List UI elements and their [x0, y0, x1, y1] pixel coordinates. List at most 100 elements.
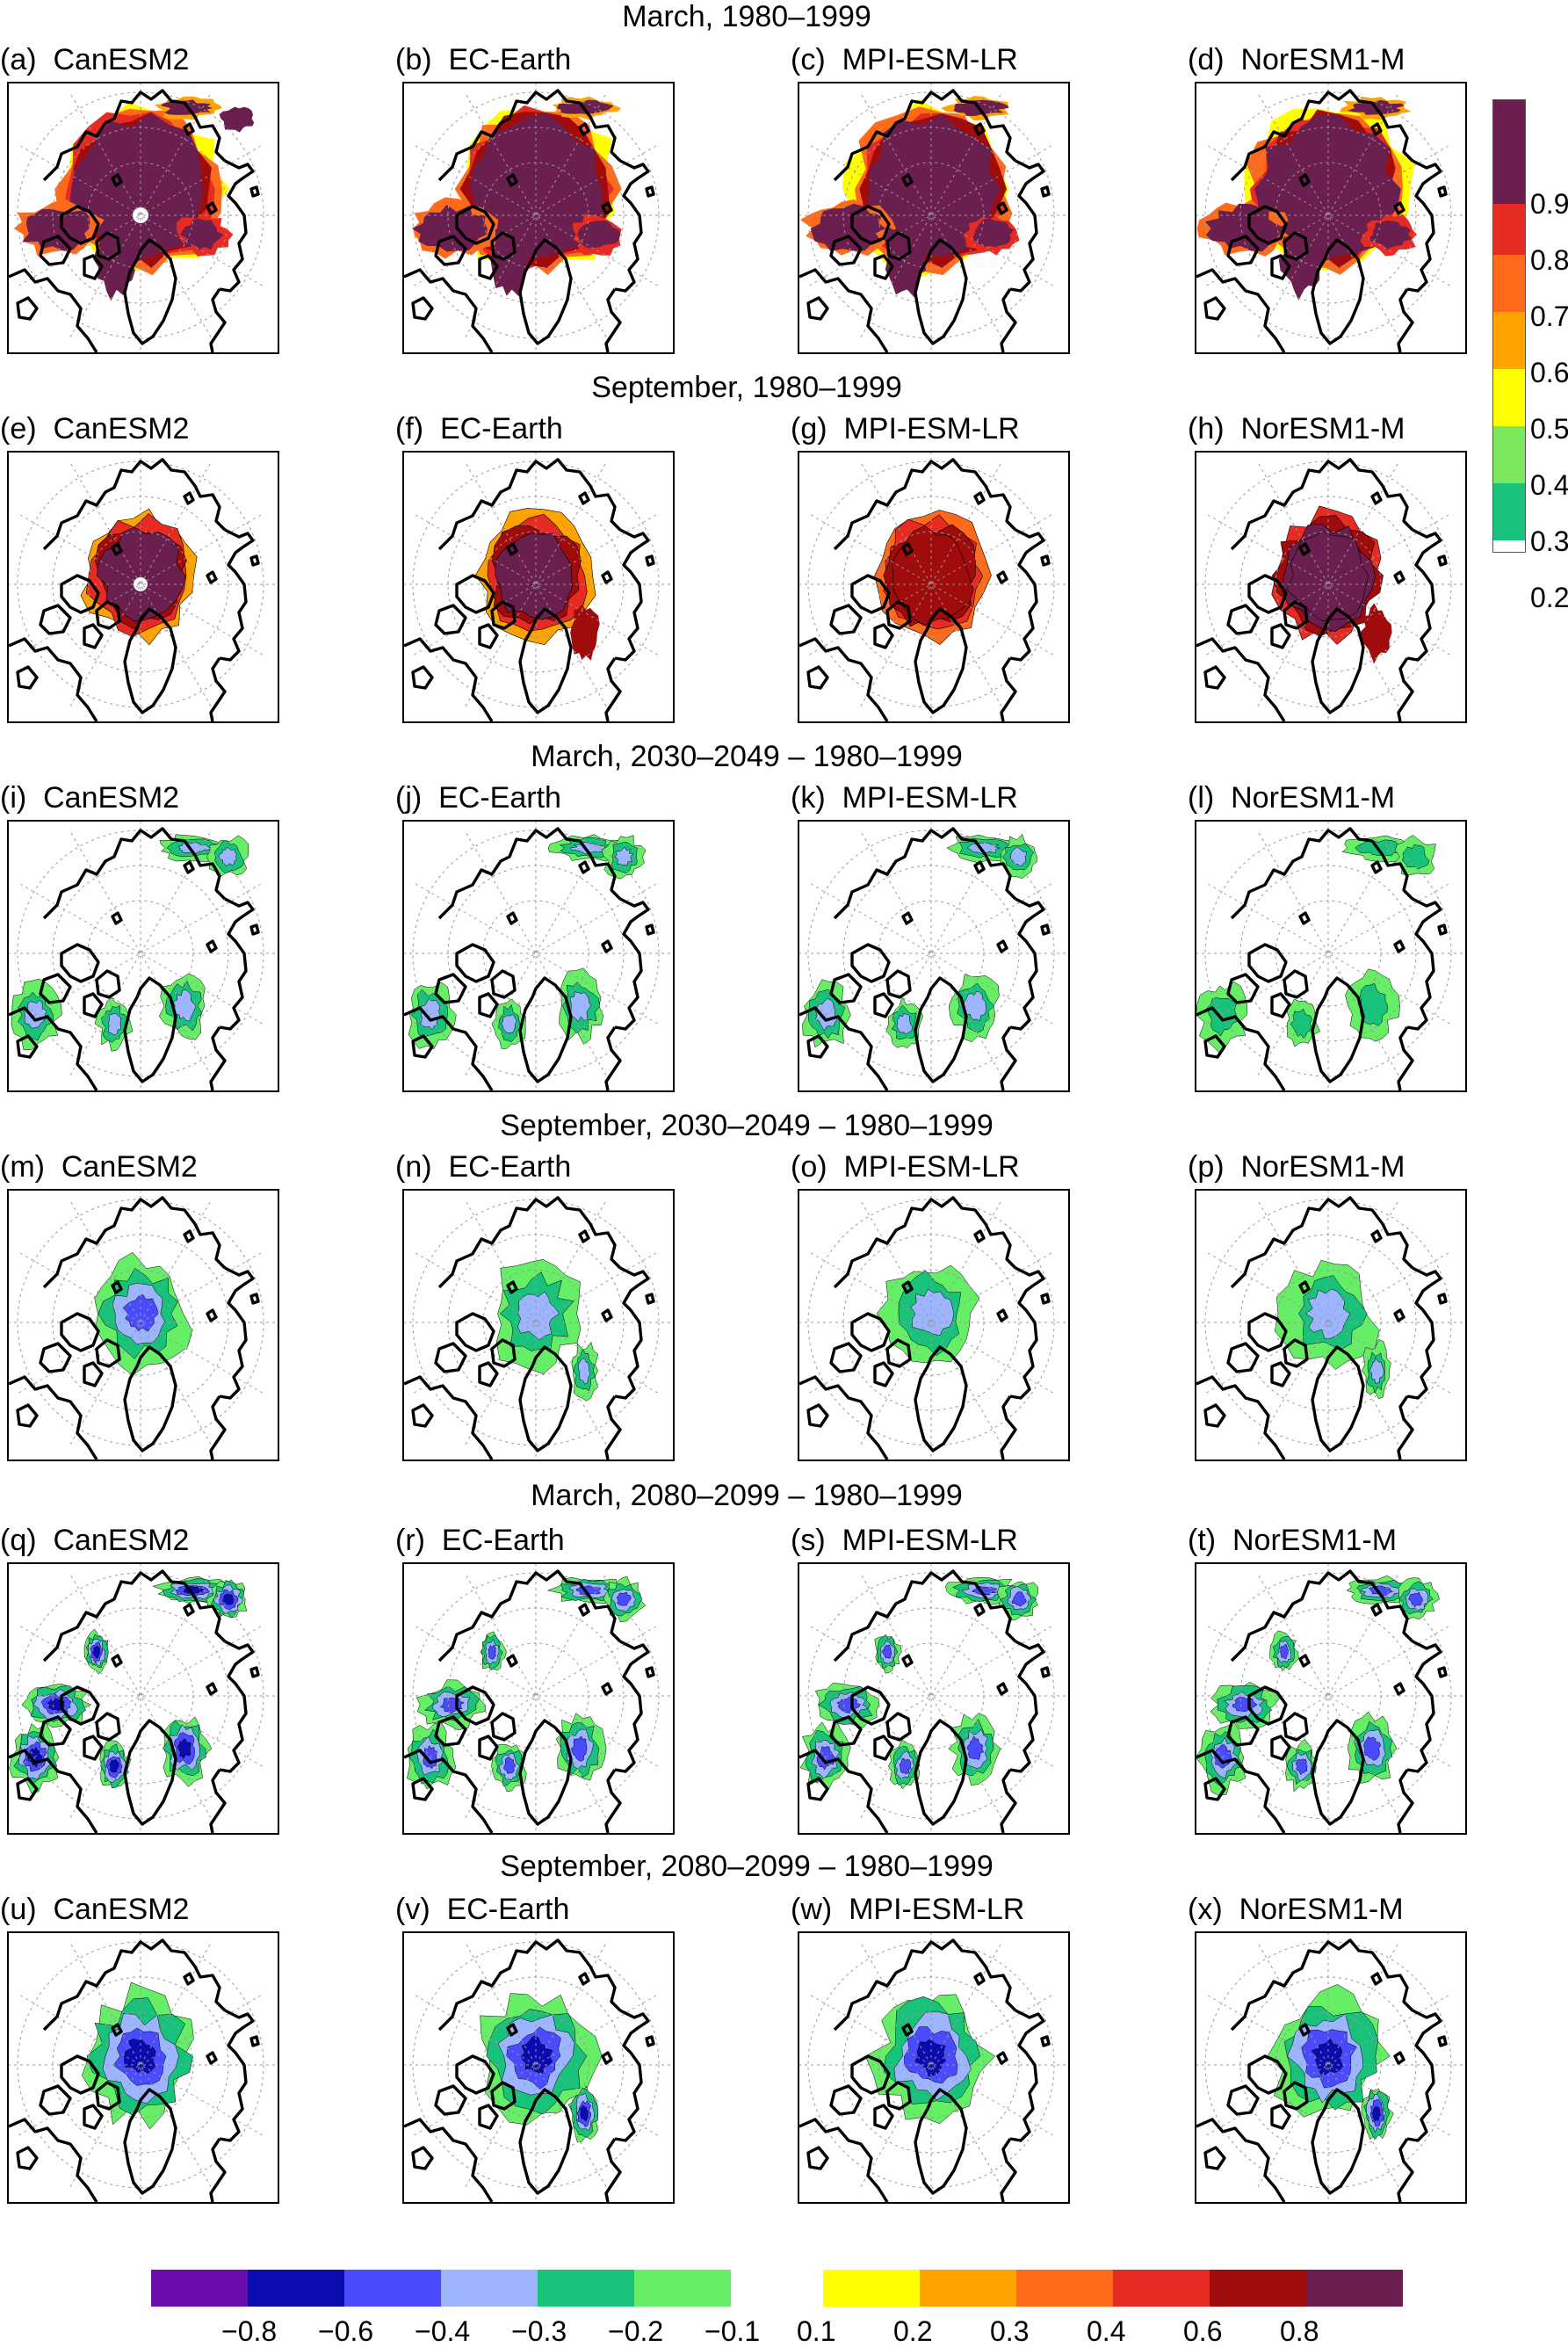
panel-model-name: NorESM1-M — [1239, 1893, 1404, 1926]
panel-model-name: CanESM2 — [61, 1150, 198, 1184]
sea-ice-field — [1267, 1984, 1394, 2141]
polar-map-svg — [799, 453, 1068, 721]
panel-letter: (t) — [1188, 1524, 1217, 1557]
panel-model-name: MPI-ESM-LR — [842, 781, 1018, 815]
polar-map-svg — [404, 83, 673, 352]
panel-model-name: NorESM1-M — [1240, 1150, 1405, 1184]
polar-map-svg — [1196, 453, 1465, 721]
colorbar-tick-label: −0.1 — [705, 2315, 761, 2347]
polar-map-svg — [799, 1933, 1068, 2202]
row-title: September, 2030–2049 – 1980–1999 — [500, 1109, 994, 1142]
colorbar-tick-label: 0.2 — [1530, 582, 1568, 613]
panel-model-name: MPI-ESM-LR — [849, 1893, 1025, 1926]
row-title: March, 2030–2049 – 1980–1999 — [531, 740, 963, 773]
panel-model-name: MPI-ESM-LR — [843, 412, 1020, 445]
colorbar-segment — [1493, 141, 1525, 204]
panel-label: (s) MPI-ESM-LR — [791, 1524, 1018, 1557]
panel-letter: (n) — [395, 1150, 432, 1184]
sea-ice-field — [80, 508, 198, 646]
polar-map-svg — [799, 1191, 1068, 1460]
polar-map-svg — [9, 453, 278, 721]
panel-model-name: EC-Earth — [438, 781, 561, 815]
coastline — [404, 1196, 655, 1460]
sea-ice-map-e — [7, 451, 279, 723]
panel-letter: (g) — [791, 412, 827, 445]
coastline — [404, 89, 655, 352]
panel-label: (u) CanESM2 — [0, 1893, 189, 1926]
polar-map-svg — [9, 1933, 278, 2202]
sea-ice-map-p — [1195, 1189, 1467, 1461]
sea-ice-map-g — [798, 451, 1070, 723]
panel-letter: (h) — [1188, 412, 1225, 445]
panel-letter: (x) — [1188, 1893, 1223, 1926]
coastline — [404, 1938, 655, 2202]
sea-ice-map-m — [7, 1189, 279, 1461]
sea-ice-field — [474, 508, 600, 661]
panel-label: (m) CanESM2 — [0, 1150, 198, 1184]
colorbar-segment — [1493, 198, 1525, 255]
panel-label: (k) MPI-ESM-LR — [791, 781, 1018, 815]
colorbar-segment — [1493, 483, 1525, 540]
panel-label: (n) EC-Earth — [395, 1150, 571, 1184]
panel-letter: (j) — [395, 781, 423, 815]
colorbar-tick-label: 0.9 — [1530, 188, 1568, 220]
sea-ice-map-d — [1195, 82, 1467, 354]
colorbar-segment — [1493, 369, 1525, 426]
panel-letter: (v) — [395, 1893, 430, 1926]
sea-ice-map-q — [7, 1562, 279, 1835]
coastline — [404, 827, 655, 1090]
coastline — [9, 89, 260, 352]
polar-map-svg — [1196, 1933, 1465, 2202]
panel-label: (p) NorESM1-M — [1188, 1150, 1405, 1184]
coastline — [404, 1569, 655, 1833]
polar-map-svg — [1196, 1564, 1465, 1833]
sea-ice-field — [480, 1993, 603, 2142]
panel-label: (v) EC-Earth — [395, 1893, 569, 1926]
coastline — [1196, 827, 1448, 1090]
panel-model-name: MPI-ESM-LR — [843, 1150, 1020, 1184]
colorbar-segment — [1113, 2270, 1210, 2307]
colorbar-tick-label: −0.2 — [608, 2315, 664, 2347]
coastline — [1196, 1569, 1448, 1833]
coastline — [1196, 89, 1448, 352]
panel-letter: (b) — [395, 43, 432, 76]
panel-model-name: NorESM1-M — [1240, 412, 1405, 445]
sea-ice-map-j — [402, 820, 675, 1092]
panel-letter: (k) — [791, 781, 826, 815]
sea-ice-map-r — [402, 1562, 675, 1835]
panel-label: (j) EC-Earth — [395, 781, 561, 815]
panel-letter: (e) — [0, 412, 37, 445]
polar-map-svg — [9, 83, 278, 352]
sea-ice-map-k — [798, 820, 1070, 1092]
panel-label: (e) CanESM2 — [0, 412, 189, 445]
panel-model-name: NorESM1-M — [1232, 1524, 1398, 1557]
coastline — [799, 89, 1051, 352]
panel-letter: (c) — [791, 43, 826, 76]
panel-label: (a) CanESM2 — [0, 43, 189, 76]
panel-model-name: EC-Earth — [446, 1893, 570, 1926]
coastline — [9, 1569, 260, 1833]
coastline — [799, 1569, 1051, 1833]
sea-ice-map-s — [798, 1562, 1070, 1835]
coastline — [799, 1938, 1051, 2202]
sea-ice-map-x — [1195, 1931, 1467, 2204]
sea-ice-map-c — [798, 82, 1070, 354]
colorbar-tick-label: −0.3 — [511, 2315, 567, 2347]
colorbar-segment — [1210, 2270, 1306, 2307]
colorbar-tick-label: 0.2 — [893, 2315, 933, 2347]
panel-label: (t) NorESM1-M — [1188, 1524, 1397, 1557]
colorbar-tick-label: 0.6 — [1530, 357, 1568, 388]
sea-ice-field — [799, 1576, 1038, 1790]
polar-map-svg — [404, 1564, 673, 1833]
sea-ice-map-v — [402, 1931, 675, 2204]
sea-ice-field — [1274, 1259, 1391, 1400]
panel-label: (d) NorESM1-M — [1188, 43, 1405, 76]
colorbar-border — [1492, 99, 1526, 553]
coastline — [1196, 458, 1448, 721]
panel-label: (f) EC-Earth — [395, 412, 563, 445]
colorbar-segment — [344, 2270, 441, 2307]
panel-letter: (s) — [791, 1524, 826, 1557]
panel-label: (i) CanESM2 — [0, 781, 179, 815]
sea-ice-map-w — [798, 1931, 1070, 2204]
sea-ice-field — [799, 96, 1020, 298]
